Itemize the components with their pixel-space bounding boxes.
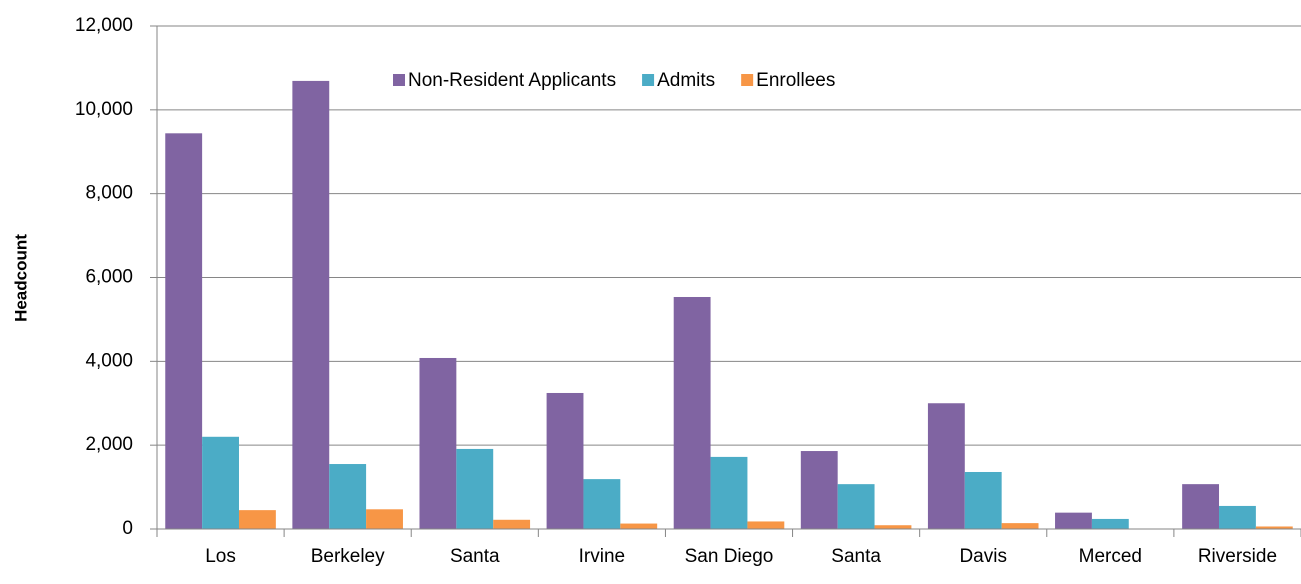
bar	[1091, 518, 1129, 529]
bar	[874, 525, 912, 529]
y-tick-label: 8,000	[85, 183, 133, 204]
bar	[927, 403, 965, 529]
bar	[456, 448, 494, 529]
bar	[292, 80, 330, 530]
x-tick-label: Davis	[959, 546, 1007, 567]
y-axis-label: Headcount	[11, 234, 30, 322]
x-tick-label: Santa	[831, 546, 881, 567]
legend-swatch	[642, 74, 655, 86]
bar	[1219, 505, 1256, 529]
legend-label: Admits	[657, 70, 715, 91]
bar	[620, 523, 658, 529]
legend-swatch	[741, 74, 754, 86]
legend-label: Enrollees	[756, 70, 835, 91]
bar	[673, 296, 711, 529]
bar	[366, 509, 403, 529]
x-tick-label: Los	[205, 546, 236, 567]
bar	[493, 519, 531, 529]
bar	[964, 471, 1002, 529]
bar	[1255, 526, 1293, 529]
bar	[583, 479, 621, 529]
y-tick-label: 12,000	[75, 15, 133, 36]
x-tick-label: Riverside	[1198, 546, 1277, 567]
bar	[1001, 523, 1039, 529]
y-tick-label: 4,000	[85, 350, 133, 371]
y-tick-label: 10,000	[75, 99, 133, 120]
bar	[238, 510, 276, 529]
y-tick-label: 0	[122, 518, 133, 539]
x-tick-label: Berkeley	[311, 546, 385, 567]
x-tick-label: Merced	[1079, 546, 1142, 567]
bar	[837, 484, 875, 529]
bar	[1055, 512, 1092, 529]
y-tick-label: 6,000	[85, 267, 133, 288]
legend-label: Non-Resident Applicants	[408, 70, 616, 91]
bar	[546, 392, 584, 529]
legend-swatch	[393, 74, 405, 86]
bar	[1182, 484, 1220, 529]
bar	[165, 133, 203, 529]
y-tick-label: 2,000	[85, 434, 133, 455]
bar	[747, 521, 785, 529]
bar	[329, 464, 367, 529]
bar	[202, 436, 239, 529]
x-tick-label: Santa	[450, 546, 500, 567]
bar	[800, 451, 838, 529]
x-tick-label: San Diego	[685, 546, 774, 567]
bar	[710, 456, 748, 529]
x-tick-label: Irvine	[579, 546, 625, 567]
bar	[419, 357, 457, 529]
